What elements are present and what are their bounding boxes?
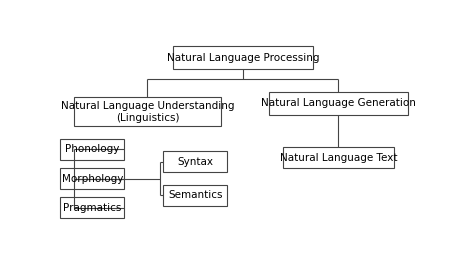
FancyBboxPatch shape — [283, 147, 393, 168]
Text: Natural Language Processing: Natural Language Processing — [167, 53, 319, 63]
FancyBboxPatch shape — [74, 97, 221, 126]
Text: Pragmatics: Pragmatics — [63, 203, 121, 213]
FancyBboxPatch shape — [163, 151, 228, 172]
FancyBboxPatch shape — [60, 197, 125, 218]
FancyBboxPatch shape — [60, 168, 125, 189]
Text: Natural Language Generation: Natural Language Generation — [261, 98, 416, 108]
Text: Syntax: Syntax — [177, 157, 213, 167]
Text: Morphology: Morphology — [62, 174, 123, 183]
FancyBboxPatch shape — [163, 185, 228, 206]
FancyBboxPatch shape — [60, 139, 125, 160]
FancyBboxPatch shape — [269, 92, 408, 115]
Text: Natural Language Text: Natural Language Text — [280, 153, 397, 163]
Text: Semantics: Semantics — [168, 190, 222, 200]
Text: Natural Language Understanding
(Linguistics): Natural Language Understanding (Linguist… — [61, 101, 234, 122]
FancyBboxPatch shape — [173, 46, 313, 69]
Text: Phonology: Phonology — [65, 144, 119, 154]
